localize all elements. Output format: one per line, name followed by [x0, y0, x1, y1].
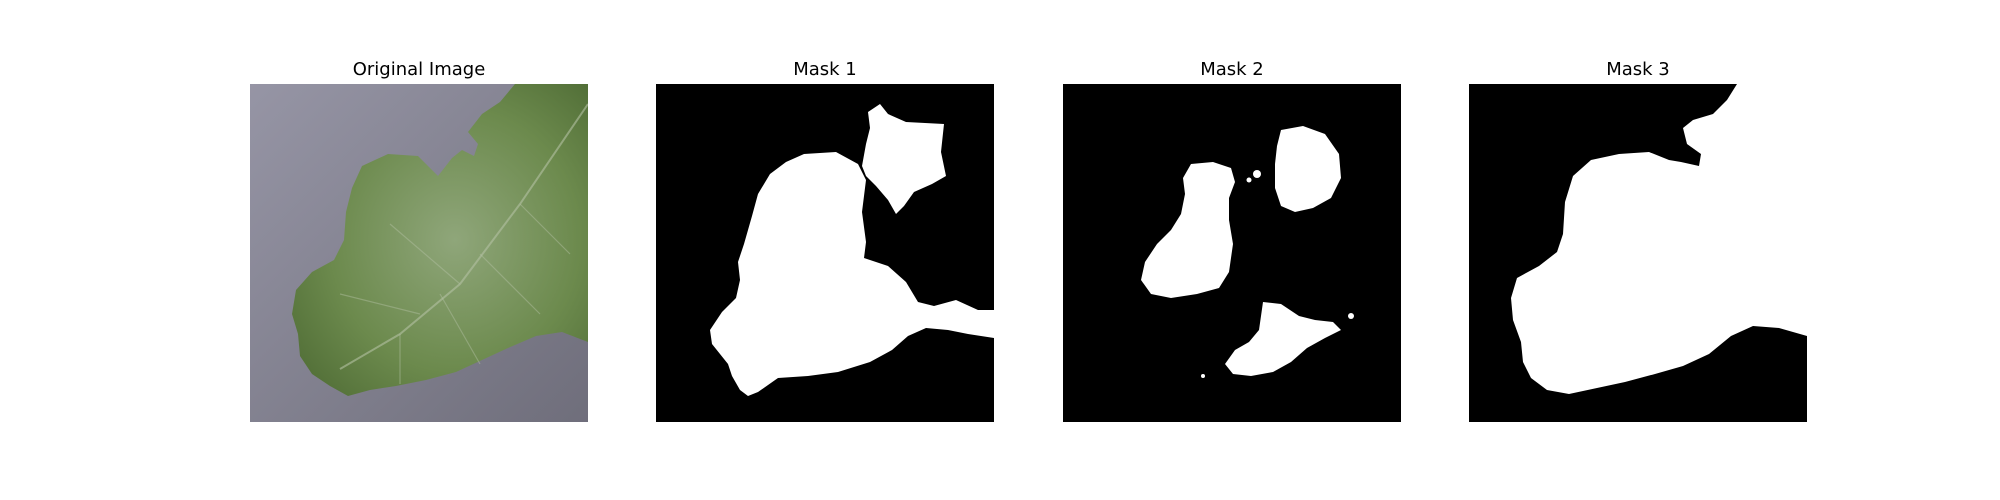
mask-2-region-bottom [1225, 302, 1341, 376]
mask-3-image [1469, 84, 1807, 422]
leaf-midrib [339, 103, 588, 370]
mask-2-speck [1201, 374, 1205, 378]
original-image [250, 84, 588, 422]
mask-2-region-top-right [1275, 126, 1341, 212]
leaf-shape [292, 84, 588, 396]
leaf-vein [339, 203, 571, 384]
panel-title-mask-2: Mask 2 [1200, 59, 1264, 80]
mask-2-image [1063, 84, 1401, 422]
panel-title-original: Original Image [352, 59, 486, 80]
mask-1-region-top [862, 104, 946, 214]
mask-1-image [656, 84, 994, 422]
mask-2-speck [1246, 177, 1252, 183]
leaf-photo-image [250, 84, 588, 422]
mask-1-canvas [656, 84, 994, 422]
mask-2-speck [1348, 313, 1354, 319]
mask-3-region-leaf [1511, 84, 1807, 394]
mask-2-canvas [1063, 84, 1401, 422]
panel-title-mask-1: Mask 1 [793, 59, 857, 80]
mask-1-region-main [710, 152, 994, 396]
mask-2-speck [1253, 170, 1261, 178]
mask-3-canvas [1469, 84, 1807, 422]
panel-title-mask-3: Mask 3 [1606, 59, 1670, 80]
mask-2-region-left [1141, 162, 1235, 298]
